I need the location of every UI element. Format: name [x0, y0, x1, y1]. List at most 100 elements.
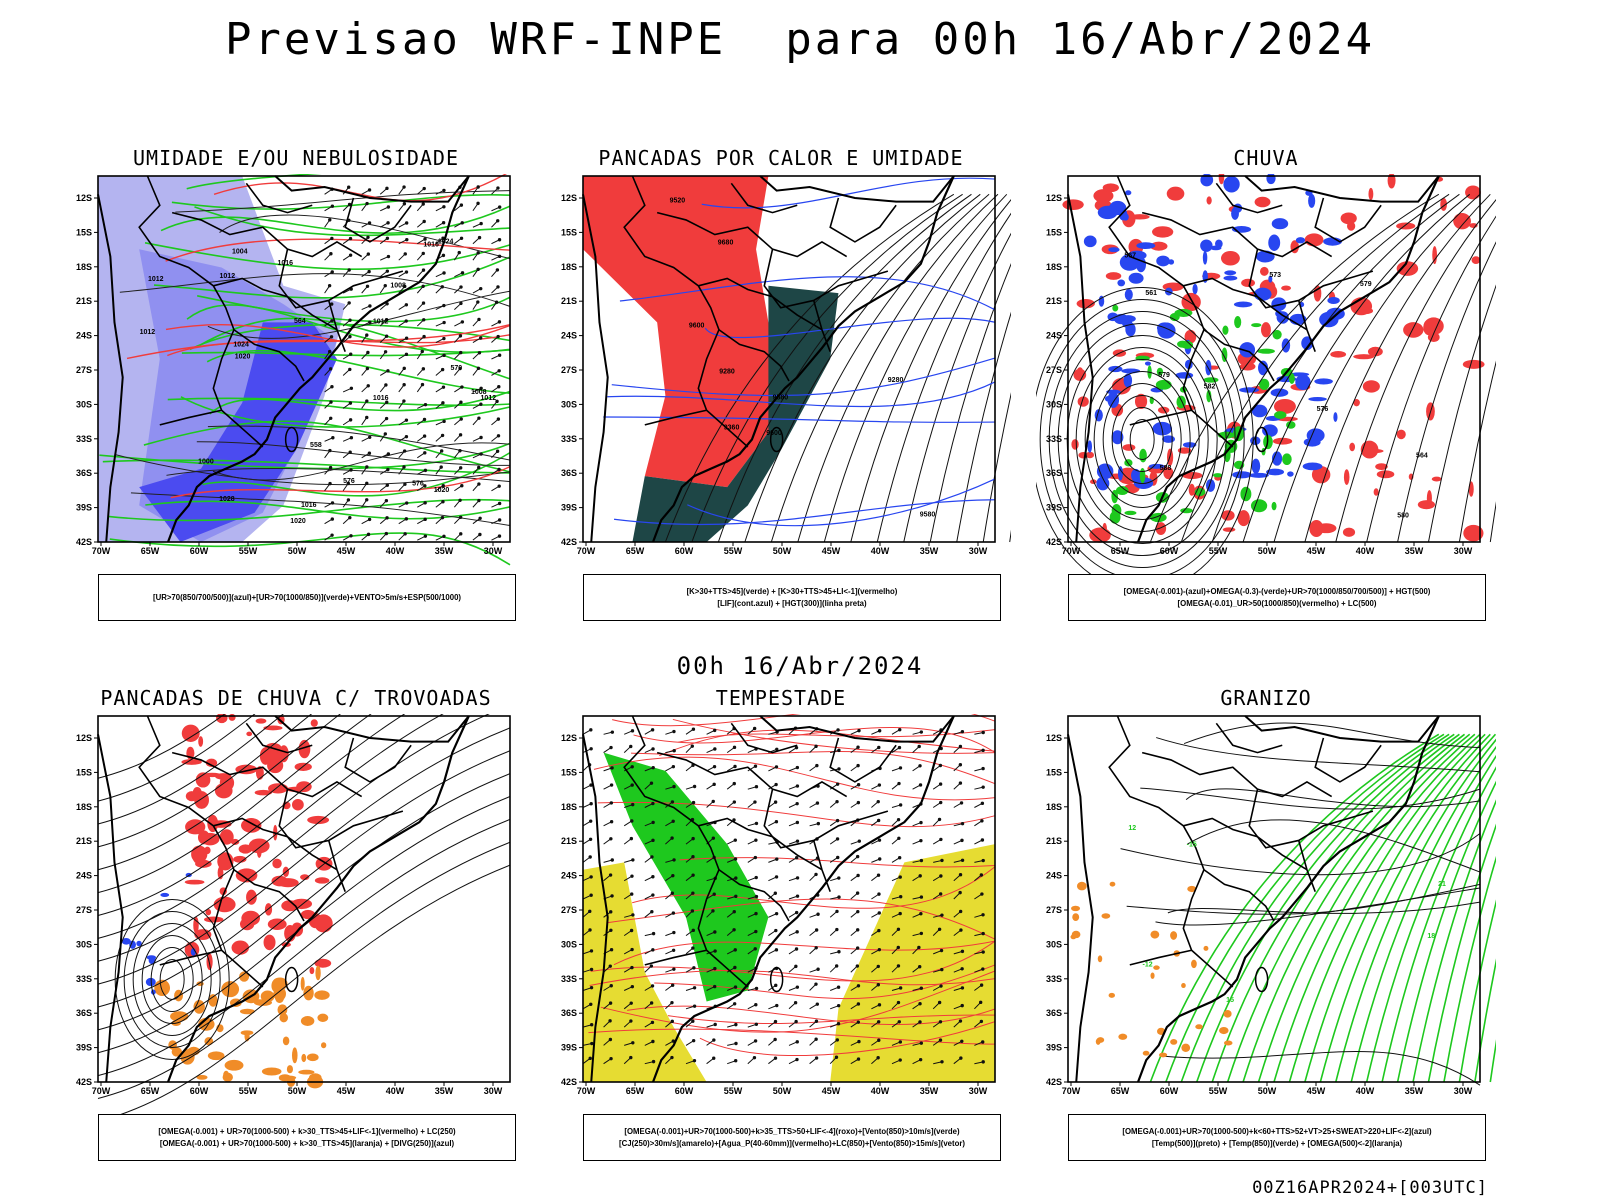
- wind-arrowhead: [589, 875, 593, 879]
- wind-arrowhead: [383, 350, 388, 354]
- storm-orange-cell: [170, 1011, 189, 1022]
- hgt300-contours-line: [797, 193, 999, 543]
- omega500-orange-cell: [1072, 913, 1080, 921]
- hgt500-ring-line: [1120, 407, 1164, 473]
- wind-arrowhead: [713, 984, 717, 989]
- wind-arrowhead: [896, 945, 900, 950]
- wind-arrowhead: [651, 1039, 655, 1044]
- wind-arrowhead: [837, 876, 841, 880]
- wind-arrowhead: [691, 800, 696, 805]
- contour-label: 18: [1427, 933, 1435, 940]
- wind-arrowhead: [609, 928, 613, 933]
- wind-arrowhead: [835, 837, 840, 841]
- wind-arrowhead: [497, 385, 501, 389]
- wind-arrowhead: [589, 967, 594, 972]
- rain-blue-cell: [1287, 471, 1294, 477]
- wind-arrowhead: [856, 783, 861, 787]
- wind-arrowhead: [960, 838, 964, 843]
- lat-label: 15S: [76, 227, 92, 237]
- rain-green-cell: [1212, 473, 1223, 478]
- legend-line: [UR>70(850/700/500)](azul)+[UR>70(1000/8…: [153, 592, 461, 602]
- streamlines-250-line: [97, 714, 226, 779]
- wind-arrowhead: [367, 451, 372, 455]
- wind-arrowhead: [919, 912, 923, 916]
- country-border: [213, 277, 338, 331]
- wind-arrowhead: [835, 909, 839, 914]
- wind-arrowhead: [691, 836, 695, 841]
- lon-label: 70W: [1062, 546, 1081, 556]
- wind-arrowhead: [877, 892, 881, 896]
- rain-red-cell: [1122, 444, 1136, 451]
- wind-arrowhead: [442, 353, 446, 358]
- rh-low-contours-line: [153, 256, 511, 299]
- wind-arrowhead: [691, 873, 695, 877]
- lat-label: 36S: [561, 1008, 577, 1018]
- wind-arrowhead: [876, 1056, 880, 1060]
- wind-arrowhead: [631, 913, 635, 917]
- wind-arrowhead: [816, 967, 820, 971]
- rain-red-cell: [1311, 466, 1331, 484]
- wind-arrowhead: [439, 465, 443, 469]
- precip-water-contours-line: [631, 751, 996, 785]
- lat-label: 30S: [76, 399, 92, 409]
- storm-red-cell: [255, 718, 267, 724]
- wind-arrowhead: [478, 336, 483, 340]
- panel-pancadas-calor: PANCADAS POR CALOR E UMIDADE 9580 9600 952…: [551, 146, 1011, 646]
- legend-line: [OMEGA(-0.001)+UR>70(1000-500)+k>35_TTS>…: [624, 1126, 960, 1136]
- wind-arrowhead: [384, 498, 389, 503]
- wind-arrowhead: [329, 252, 333, 256]
- omega500-orange-cell: [1170, 1039, 1178, 1045]
- wind-arrowhead: [898, 986, 903, 990]
- temp850-contours-line: [1474, 958, 1496, 1083]
- wind-arrowhead: [588, 928, 592, 932]
- precip-water-contours-line: [627, 1005, 996, 1025]
- rh-low-contours-line: [167, 397, 511, 407]
- storm-orange-cell: [207, 1051, 225, 1061]
- wind-arrowhead: [897, 781, 901, 786]
- wind-arrowhead: [814, 928, 819, 932]
- rain-red-cell: [1073, 368, 1087, 381]
- wind-arrowhead: [919, 820, 923, 825]
- rain-green-cell: [1124, 459, 1133, 467]
- wind-arrowhead: [815, 763, 819, 768]
- map-umidade: 1012 1012 1012 1016 1016 1020 1016 1020 1024 1012…: [76, 174, 511, 566]
- wind-arrowhead: [958, 1019, 963, 1023]
- wind-arrowhead: [856, 1002, 861, 1006]
- contour-label: -12: [1143, 962, 1153, 969]
- wind-arrowhead: [937, 817, 942, 822]
- wind-arrowhead: [733, 838, 738, 842]
- country-border: [1129, 409, 1192, 426]
- wind-arrowhead: [959, 1056, 963, 1060]
- rain-blue-cell: [1308, 193, 1316, 208]
- rh-low-contours-line: [99, 442, 511, 470]
- lon-label: 35W: [435, 546, 454, 556]
- temp500-contours-line: [1183, 722, 1481, 749]
- streamlines-250-line: [97, 750, 511, 1008]
- streamlines-250: [97, 714, 511, 1114]
- wind-arrowhead: [629, 1001, 633, 1005]
- wind-arrowhead: [896, 1000, 901, 1005]
- wind-arrowhead: [754, 1022, 759, 1026]
- wind-arrowhead: [476, 185, 480, 189]
- wind-arrowhead: [917, 945, 921, 950]
- wind-arrowhead: [588, 837, 593, 841]
- wind-arrowhead: [588, 855, 592, 859]
- rain-red-cell: [1129, 214, 1150, 220]
- wind-arrowhead: [402, 366, 406, 371]
- country-border: [1183, 817, 1308, 871]
- wind-arrowhead: [773, 800, 778, 804]
- wind-arrowhead: [608, 964, 612, 968]
- lif-contours-line: [607, 381, 996, 408]
- temp850-contours-line: [1304, 733, 1491, 1083]
- wind-arrowhead: [329, 335, 334, 339]
- wind-arrowhead: [794, 1019, 798, 1024]
- temp500-contours-line: [1156, 737, 1481, 773]
- contour-label: 1020: [434, 487, 450, 494]
- rain-blue-cell: [1117, 466, 1124, 481]
- wind-arrowhead: [440, 285, 444, 289]
- coastline-layer: [1067, 715, 1440, 1083]
- rain-green-cell: [1234, 316, 1242, 329]
- wind-arrowhead: [328, 481, 332, 486]
- wind-arrowhead: [754, 838, 758, 842]
- country-border: [233, 329, 305, 382]
